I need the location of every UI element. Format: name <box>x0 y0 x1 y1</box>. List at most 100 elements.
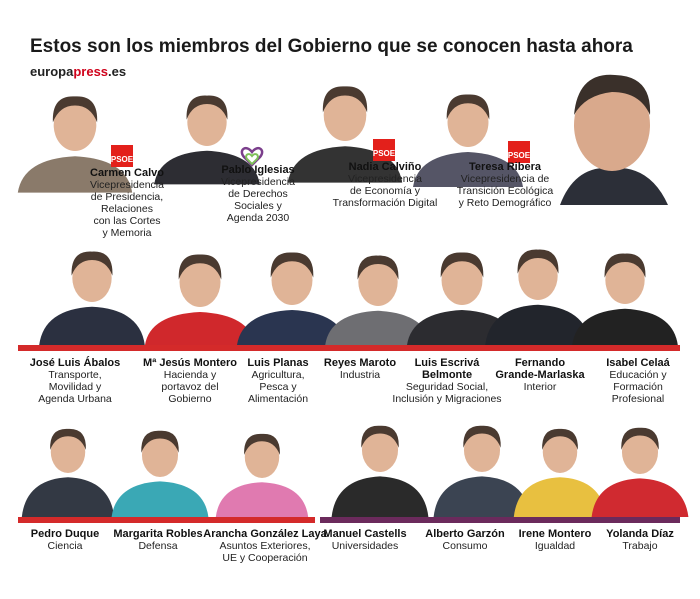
portrait-hair <box>440 252 484 278</box>
member-name: Fernando <box>515 357 565 369</box>
member-caption: Fernando Grande-Marlaska Interior <box>495 357 585 393</box>
member-role: Gobierno <box>168 393 211 405</box>
member-name: Reyes Maroto <box>324 357 396 369</box>
member-role: Defensa <box>138 540 177 552</box>
member-role: Vicepresidencia <box>90 179 164 191</box>
portrait-body <box>21 477 115 517</box>
member-role: portavoz del <box>161 381 218 393</box>
member-texts: Carmen Calvo Vicepresidencia de Presidenci… <box>30 161 675 564</box>
member-name: Pablo Iglesias <box>221 164 294 176</box>
portrait-body <box>17 156 133 193</box>
member-caption: Pedro Duque Ciencia <box>31 528 99 552</box>
portrait-head <box>141 433 179 477</box>
portrait-body <box>325 310 431 345</box>
party-badge <box>373 139 395 161</box>
member-role: Formación <box>613 381 663 393</box>
portrait-body <box>39 306 145 345</box>
member-role: Seguridad Social, <box>406 381 488 393</box>
portrait-hair <box>463 425 501 448</box>
member-role: Pesca y <box>259 381 297 393</box>
member-caption: Teresa Ribera Vicepresidencia de Transició… <box>457 161 554 209</box>
member-caption: Arancha González Laya Asuntos Exteriores,… <box>203 528 327 564</box>
bar-psoe <box>18 345 680 351</box>
member-name: Belmonte <box>422 369 472 381</box>
portrait-hair <box>186 95 228 120</box>
portrait-hair <box>178 254 222 280</box>
member-name: Irene Montero <box>519 528 592 540</box>
member-name: Grande-Marlaska <box>495 369 585 381</box>
member-caption: Isabel Celaá Educación y Formación Profesio… <box>606 357 670 405</box>
portrait-head <box>621 430 659 474</box>
member-role: Relaciones <box>101 203 153 215</box>
member-name: Carmen Calvo <box>90 167 164 179</box>
portrait-head <box>179 257 221 307</box>
portrait-hair <box>50 428 86 450</box>
portrait-head <box>361 428 399 472</box>
portrait-head <box>605 256 645 304</box>
source-suffix: .es <box>108 64 126 79</box>
source-prefix: europa <box>30 64 74 79</box>
member-role: Movilidad y <box>49 381 102 393</box>
portrait-head <box>447 97 489 147</box>
portrait-body <box>485 304 591 345</box>
portrait-head <box>463 428 501 472</box>
member-role: Educación y <box>609 369 667 381</box>
member-role: Inclusión y Migraciones <box>392 393 501 405</box>
member-role: Vicepresidencia <box>348 173 422 185</box>
portrait-body <box>513 477 607 517</box>
member-caption: Luis Planas Agricultura, Pesca y Alimentaci… <box>247 357 308 405</box>
member-name: Luis Escrivá <box>415 357 481 369</box>
portrait-head <box>323 89 367 141</box>
portrait-body <box>591 478 689 517</box>
member-name: Margarita Robles <box>113 528 202 540</box>
member-role: de Economía y <box>350 185 421 197</box>
party-badge-label: PSOE <box>373 149 396 158</box>
portrait-body <box>572 308 678 345</box>
portrait-hair <box>574 74 651 115</box>
member-name: Alberto Garzón <box>425 528 505 540</box>
portrait-body <box>413 152 523 187</box>
member-role: y Memoria <box>102 227 151 239</box>
member-role: Interior <box>524 381 557 393</box>
portrait-head <box>574 79 650 171</box>
member-role: con las Cortes <box>93 215 160 227</box>
member-name: José Luis Ábalos <box>30 356 120 369</box>
source: europapress.es <box>30 64 126 79</box>
portrait-hair <box>361 425 399 448</box>
party-badge <box>508 141 530 163</box>
portrait-head <box>518 252 558 300</box>
portrait-head <box>53 99 97 151</box>
member-caption: Margarita Robles Defensa <box>113 528 202 552</box>
portrait-head <box>542 431 578 473</box>
member-role: Profesional <box>612 393 665 405</box>
member-role: Transición Ecológica <box>457 185 554 197</box>
member-role: Asuntos Exteriores, <box>219 540 310 552</box>
portrait-hair <box>270 252 314 278</box>
portrait-head <box>72 254 112 302</box>
party-badge-label: PSOE <box>508 151 531 160</box>
member-caption: Nadia Calviño Vicepresidencia de Economía … <box>333 161 438 209</box>
portrait-hair <box>244 433 280 455</box>
member-role: Igualdad <box>535 540 575 552</box>
bar-unidas-podemos <box>320 517 680 523</box>
member-caption: Reyes Maroto Industria <box>324 357 396 381</box>
portrait-hair <box>357 255 399 280</box>
bar-psoe <box>18 517 315 523</box>
member-role: Agenda Urbana <box>38 393 112 405</box>
portrait-body <box>433 476 531 517</box>
member-role: UE y Cooperación <box>222 552 307 564</box>
member-role: Agenda 2030 <box>227 212 290 224</box>
member-caption: Yolanda Díaz Trabajo <box>606 528 674 552</box>
portrait-head <box>358 258 398 306</box>
member-name: Teresa Ribera <box>469 161 542 173</box>
member-caption: Alberto Garzón Consumo <box>425 528 505 552</box>
member-caption: Carmen Calvo Vicepresidencia de Presidenci… <box>90 167 164 239</box>
portrait-hair <box>446 94 490 120</box>
portrait-body <box>154 150 260 185</box>
member-caption: Luis Escrivá Belmonte Seguridad Social, Inc… <box>392 357 501 405</box>
portrait-hair <box>52 96 98 123</box>
portrait-head <box>187 98 227 146</box>
party-badge-label: PSOE <box>111 155 134 164</box>
portrait-body <box>111 481 209 517</box>
portrait-hair <box>322 86 368 113</box>
